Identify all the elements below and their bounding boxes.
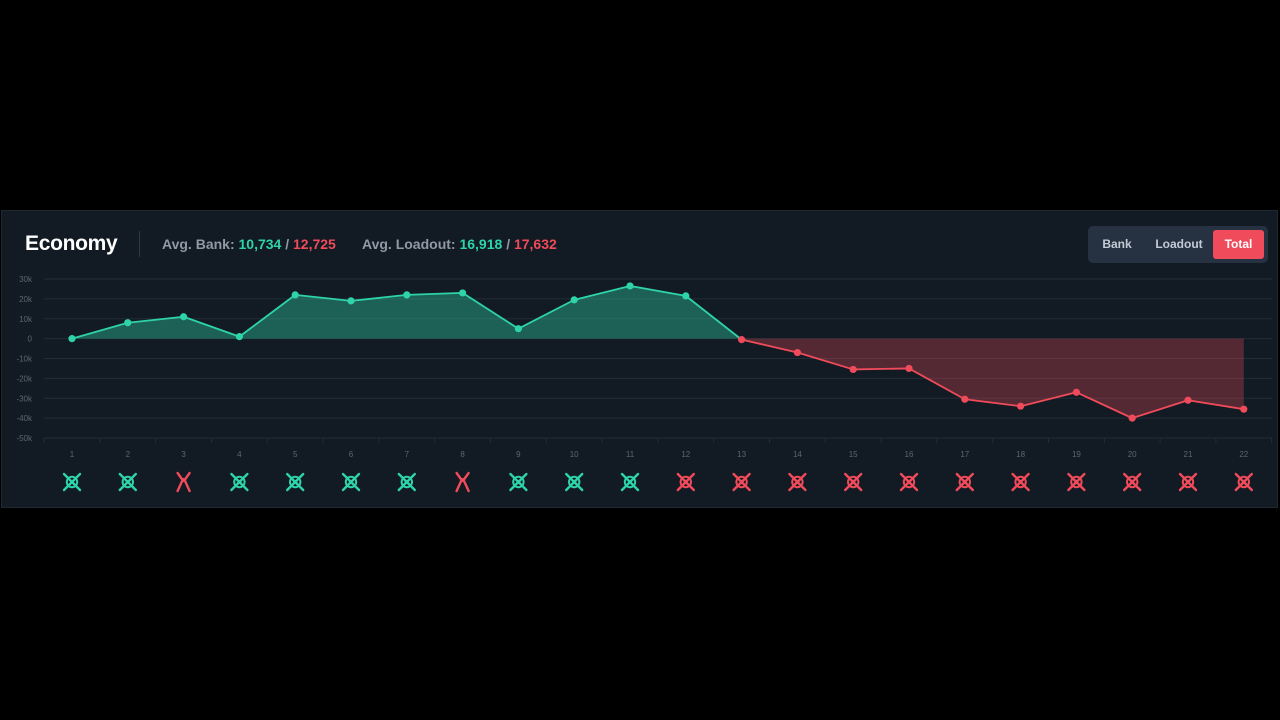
y-tick-label: 0	[28, 335, 33, 344]
defuse-icon	[788, 472, 807, 492]
data-point-round-3[interactable]	[180, 313, 188, 321]
defuse-icon	[732, 472, 751, 492]
defuse-icon	[1178, 472, 1198, 492]
data-point-round-14[interactable]	[793, 348, 802, 357]
data-point-round-12[interactable]	[682, 292, 690, 300]
header-divider	[139, 231, 140, 257]
avg-bank-separator: /	[285, 236, 290, 252]
data-point-round-16[interactable]	[905, 364, 913, 373]
x-tick-label: 11	[626, 450, 635, 459]
defuser-tool-icon	[176, 471, 191, 493]
data-point-round-21[interactable]	[1184, 396, 1192, 404]
x-tick-label: 20	[1128, 450, 1137, 459]
data-point-round-15[interactable]	[849, 365, 857, 374]
loadout-toggle-button[interactable]: Loadout	[1155, 237, 1203, 251]
y-tick-label: -50k	[16, 434, 33, 443]
y-tick-label: 20k	[19, 295, 33, 304]
x-tick-label: 14	[793, 450, 802, 459]
x-tick-label: 13	[737, 450, 746, 459]
y-tick-label: -20k	[16, 374, 33, 383]
data-point-round-5[interactable]	[291, 291, 299, 299]
bank-toggle-button[interactable]: Bank	[1102, 237, 1132, 251]
page-title: Economy	[25, 232, 118, 255]
x-tick-label: 22	[1239, 450, 1248, 459]
negative-area	[740, 338, 1244, 419]
data-point-round-18[interactable]	[1017, 402, 1025, 410]
x-tick-label: 6	[349, 450, 354, 459]
defuse-icon	[676, 472, 695, 492]
x-tick-label: 4	[237, 450, 242, 459]
defuse-icon	[565, 472, 584, 492]
defuse-icon	[1067, 472, 1086, 492]
economy-panel: Economy Avg. Bank: 10,734 / 12,725 Avg. …	[1, 210, 1278, 508]
data-point-round-7[interactable]	[403, 291, 411, 299]
data-point-round-10[interactable]	[570, 296, 578, 304]
total-toggle-button[interactable]: Total	[1213, 230, 1264, 259]
defuse-icon	[1011, 472, 1030, 492]
defuser-tool-icon	[455, 471, 470, 493]
y-tick-label: -30k	[16, 394, 33, 403]
y-tick-label: -40k	[16, 414, 33, 423]
data-point-round-13[interactable]	[738, 336, 746, 344]
defuse-icon	[397, 472, 416, 492]
avg-loadout-separator: /	[506, 236, 511, 252]
x-tick-label: 18	[1016, 450, 1025, 459]
defuse-icon	[62, 472, 82, 492]
data-point-round-20[interactable]	[1128, 414, 1136, 422]
x-tick-label: 8	[460, 450, 465, 459]
x-tick-label: 2	[126, 450, 131, 459]
positive-area	[72, 285, 741, 339]
defuse-icon	[955, 472, 974, 492]
defuse-icon	[844, 472, 863, 492]
x-tick-label: 3	[181, 450, 186, 459]
avg-loadout-stat: Avg. Loadout: 16,918 / 17,632	[362, 236, 557, 252]
view-toggle: Bank Loadout Total	[1088, 226, 1268, 263]
data-point-round-2[interactable]	[124, 319, 132, 327]
data-point-round-8[interactable]	[459, 289, 467, 297]
avg-bank-enemy-value: 12,725	[293, 236, 336, 252]
avg-loadout-team-value: 16,918	[459, 236, 503, 252]
x-tick-label: 21	[1184, 450, 1193, 459]
defuse-icon	[341, 472, 361, 492]
data-point-round-11[interactable]	[626, 282, 634, 290]
data-point-round-22[interactable]	[1240, 405, 1248, 413]
x-tick-label: 17	[960, 450, 969, 459]
x-tick-label: 19	[1072, 450, 1081, 459]
avg-bank-label: Avg. Bank:	[162, 236, 235, 252]
data-point-round-19[interactable]	[1072, 388, 1080, 396]
data-point-round-1[interactable]	[68, 335, 76, 343]
x-tick-label: 1	[70, 450, 75, 459]
x-tick-label: 9	[516, 450, 521, 459]
avg-loadout-label: Avg. Loadout:	[362, 236, 456, 252]
defuse-icon	[1234, 472, 1254, 492]
data-point-round-9[interactable]	[514, 325, 523, 333]
avg-loadout-enemy-value: 17,632	[513, 236, 557, 252]
defuse-icon	[899, 472, 919, 492]
defuse-icon	[286, 472, 305, 492]
avg-bank-stat: Avg. Bank: 10,734 / 12,725	[162, 236, 336, 252]
y-tick-label: 30k	[19, 275, 33, 284]
y-tick-label: -10k	[16, 355, 33, 364]
x-tick-label: 15	[849, 450, 858, 459]
x-tick-label: 10	[570, 450, 579, 459]
defuse-icon	[509, 472, 528, 492]
defuse-icon	[620, 472, 640, 492]
y-tick-label: 10k	[19, 315, 33, 324]
avg-bank-team-value: 10,734	[238, 236, 282, 252]
data-point-round-17[interactable]	[961, 395, 969, 403]
defuse-icon	[230, 472, 249, 492]
data-point-round-6[interactable]	[347, 297, 355, 305]
x-tick-label: 5	[293, 450, 298, 459]
defuse-icon	[118, 472, 138, 492]
x-tick-label: 7	[405, 450, 410, 459]
x-tick-label: 16	[905, 450, 914, 459]
defuse-icon	[1122, 472, 1142, 492]
data-point-round-4[interactable]	[235, 333, 243, 341]
x-tick-label: 12	[681, 450, 690, 459]
